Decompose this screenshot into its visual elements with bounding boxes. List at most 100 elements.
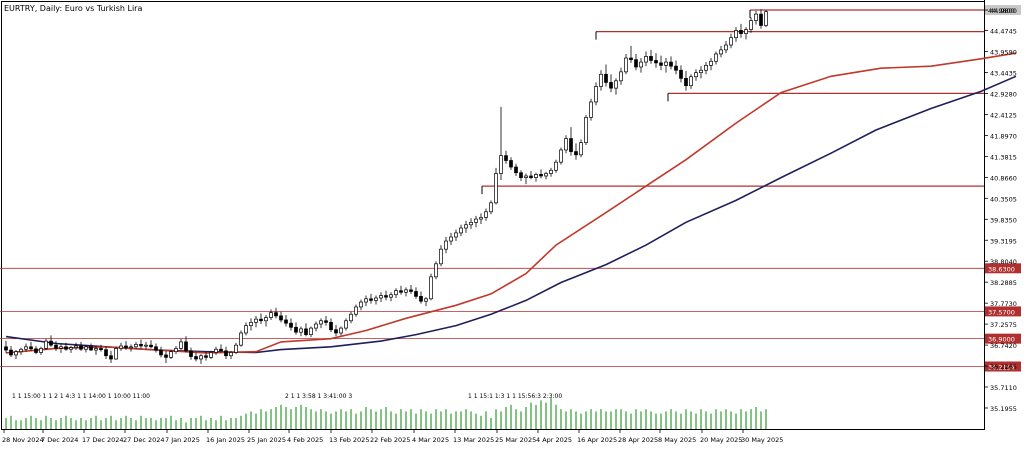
candle bbox=[244, 322, 248, 336]
candle bbox=[679, 65, 683, 83]
y-tick-label: 42.9280 bbox=[990, 90, 1017, 98]
candle bbox=[4, 340, 8, 353]
candle bbox=[434, 261, 438, 280]
candle bbox=[684, 71, 688, 91]
candle bbox=[414, 287, 418, 299]
candle bbox=[484, 208, 488, 221]
candle bbox=[349, 311, 353, 324]
x-tick-label: 13 Mar 2025 bbox=[453, 436, 494, 444]
candle bbox=[249, 318, 253, 331]
y-tick-label: 35.1955 bbox=[990, 405, 1017, 413]
candle bbox=[54, 341, 58, 351]
y-tick-label: 37.2575 bbox=[990, 321, 1017, 329]
current-price-label: 44.9800 bbox=[988, 7, 1015, 15]
y-tick-label: 36.2265 bbox=[990, 363, 1017, 371]
y-tick-label: 44.9800 bbox=[990, 7, 1017, 15]
candle bbox=[164, 350, 168, 364]
volume-hist-label-3: 1 1 15:1 1:3 1 1 15:56:3 2:3:00 bbox=[468, 393, 562, 400]
y-tick-label: 43.4435 bbox=[990, 70, 1017, 78]
candle bbox=[379, 292, 383, 303]
candle bbox=[429, 273, 433, 301]
candle bbox=[494, 167, 498, 205]
candle bbox=[749, 17, 753, 33]
level-price-label: 36.9000 bbox=[988, 336, 1015, 344]
candle bbox=[634, 53, 638, 71]
chart-title: EURTRY, Daily: Euro vs Turkish Lira bbox=[4, 4, 142, 13]
candle bbox=[569, 127, 573, 156]
candle bbox=[279, 311, 283, 323]
candle bbox=[44, 338, 48, 351]
candle bbox=[119, 342, 123, 351]
candle bbox=[304, 323, 308, 337]
candle bbox=[709, 58, 713, 71]
candle bbox=[149, 340, 153, 349]
candle bbox=[529, 171, 533, 180]
candle bbox=[579, 139, 583, 158]
candle bbox=[9, 345, 13, 357]
candle bbox=[704, 62, 708, 75]
candle bbox=[359, 299, 363, 311]
candle bbox=[604, 64, 608, 87]
candle bbox=[69, 345, 73, 353]
candle bbox=[199, 354, 203, 364]
candle bbox=[454, 229, 458, 242]
x-tick-label: 27 Dec 2024 bbox=[123, 436, 165, 444]
candle bbox=[19, 347, 23, 355]
candle bbox=[394, 288, 398, 298]
candle bbox=[589, 98, 593, 121]
candle bbox=[14, 350, 18, 359]
candle bbox=[674, 60, 678, 75]
candle bbox=[224, 346, 228, 359]
candle bbox=[719, 45, 723, 58]
y-tick-label: 38.8040 bbox=[990, 258, 1017, 266]
candle bbox=[144, 341, 148, 350]
candle bbox=[184, 336, 188, 353]
y-tick-label: 44.4745 bbox=[990, 28, 1017, 36]
candle bbox=[209, 350, 213, 359]
candle bbox=[699, 66, 703, 79]
candle bbox=[274, 307, 278, 319]
candle bbox=[599, 70, 603, 91]
candle bbox=[594, 82, 598, 106]
level-label-bg bbox=[985, 361, 1021, 372]
volume-hist-label: 1 1 15:00 1 1 2 1 4:3 1 1 14:00 1 10:00 … bbox=[12, 393, 150, 400]
candle bbox=[554, 159, 558, 173]
y-tick-label: 41.3815 bbox=[990, 153, 1017, 161]
x-tick-label: 4 Feb 2025 bbox=[287, 436, 323, 444]
y-tick-label: 38.2885 bbox=[990, 279, 1017, 287]
candle bbox=[659, 55, 663, 71]
candle bbox=[254, 315, 258, 328]
candle bbox=[469, 218, 473, 229]
candle bbox=[194, 352, 198, 362]
candle bbox=[154, 343, 158, 353]
level-price-label: 38.6300 bbox=[988, 265, 1015, 273]
candle bbox=[474, 215, 478, 228]
candle bbox=[479, 213, 483, 224]
x-tick-label: 22 Feb 2025 bbox=[370, 436, 410, 444]
candle bbox=[324, 315, 328, 326]
candle bbox=[514, 163, 518, 176]
candle bbox=[644, 51, 648, 67]
candle bbox=[399, 285, 403, 295]
candle bbox=[534, 172, 538, 182]
candle bbox=[524, 173, 528, 185]
candle bbox=[544, 171, 548, 180]
x-tick-label: 16 Jan 2025 bbox=[206, 436, 245, 444]
x-tick-label: 25 Jan 2025 bbox=[247, 436, 286, 444]
volume-hist-label-2: 2 1 1 3:58 1 3:41:00 3 bbox=[285, 393, 352, 400]
candle bbox=[284, 315, 288, 327]
candle bbox=[344, 318, 348, 331]
candle bbox=[664, 58, 668, 73]
candle bbox=[159, 346, 163, 358]
candle bbox=[384, 290, 388, 301]
candle bbox=[89, 343, 93, 351]
candle bbox=[369, 293, 373, 304]
candle bbox=[744, 27, 748, 40]
candle bbox=[464, 220, 468, 233]
candle bbox=[179, 338, 183, 351]
candle bbox=[299, 326, 303, 337]
candle bbox=[314, 321, 318, 332]
candle bbox=[549, 167, 553, 177]
